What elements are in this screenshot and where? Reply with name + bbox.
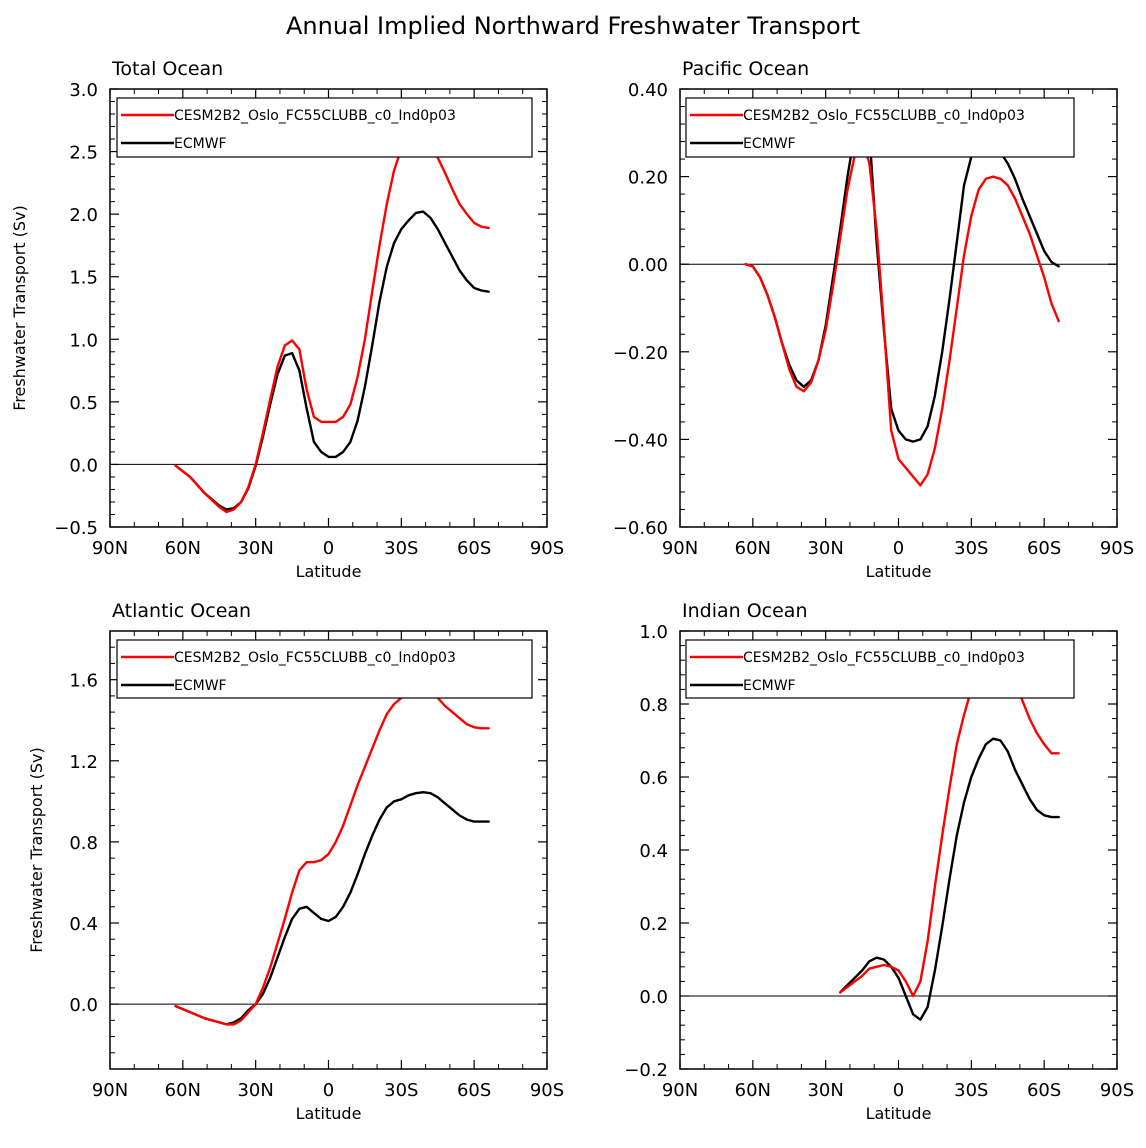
y-tick-label: 0.0 xyxy=(639,987,668,1008)
y-tick-label: 1.2 xyxy=(69,752,98,773)
y-tick-label: 0.2 xyxy=(639,914,668,935)
y-tick-label: −0.2 xyxy=(624,1060,668,1081)
x-tick-label: 90N xyxy=(662,1080,698,1101)
model-series-line xyxy=(744,138,1060,487)
legend: CESM2B2_Oslo_FC55CLUBB_c0_Ind0p03 ECMWF xyxy=(116,97,533,158)
x-tick-label: 60S xyxy=(457,538,491,559)
panel-title: Indian Ocean xyxy=(682,600,808,622)
legend: CESM2B2_Oslo_FC55CLUBB_c0_Ind0p03 ECMWF xyxy=(685,639,1075,699)
y-tick-label: 0.8 xyxy=(69,833,98,854)
y-tick-label: 0.0 xyxy=(69,995,98,1016)
model-series-line xyxy=(174,127,490,514)
y-tick-label: 0.4 xyxy=(69,914,98,935)
x-tick-label: 30S xyxy=(954,1080,988,1101)
y-tick-label: 1.0 xyxy=(69,330,98,351)
y-axis-label: Freshwater Transport (Sv) xyxy=(10,205,29,411)
y-tick-label: 0.5 xyxy=(69,393,98,414)
y-tick-label: 2.5 xyxy=(69,143,98,164)
y-tick-label: −0.20 xyxy=(613,343,668,364)
x-axis-label: Latitude xyxy=(866,562,932,581)
y-tick-label: 3.0 xyxy=(69,80,98,101)
model-series-line xyxy=(174,685,490,1026)
x-tick-label: 0 xyxy=(893,538,904,559)
x-tick-label: 90N xyxy=(92,538,128,559)
legend-box xyxy=(685,639,1075,699)
legend-label-model: CESM2B2_Oslo_FC55CLUBB_c0_Ind0p03 xyxy=(174,650,456,666)
x-tick-label: 60N xyxy=(165,1080,201,1101)
legend-label-obs: ECMWF xyxy=(743,678,796,694)
panel-title: Atlantic Ocean xyxy=(112,600,251,622)
x-tick-label: 90S xyxy=(530,538,564,559)
legend-box xyxy=(116,639,533,699)
y-tick-label: 2.0 xyxy=(69,205,98,226)
x-tick-label: 0 xyxy=(893,1080,904,1101)
x-tick-label: 30N xyxy=(237,538,273,559)
y-tick-label: 0.4 xyxy=(639,841,668,862)
y-tick-label: 0.40 xyxy=(628,80,668,101)
x-tick-label: 30N xyxy=(237,1080,273,1101)
x-tick-label: 30N xyxy=(807,1080,843,1101)
y-tick-label: −0.40 xyxy=(613,430,668,451)
y-tick-label: 0.20 xyxy=(628,168,668,189)
y-tick-label: −0.5 xyxy=(54,518,98,539)
y-tick-label: 0.00 xyxy=(628,255,668,276)
x-tick-label: 30S xyxy=(384,1080,418,1101)
y-tick-label: 1.6 xyxy=(69,671,98,692)
x-tick-label: 60N xyxy=(735,538,771,559)
x-tick-label: 90N xyxy=(92,1080,128,1101)
y-tick-label: 0.8 xyxy=(639,695,668,716)
x-tick-label: 90S xyxy=(530,1080,564,1101)
legend-label-obs: ECMWF xyxy=(743,136,796,152)
panel-title: Total Ocean xyxy=(111,58,223,80)
legend-box xyxy=(116,97,533,158)
legend-label-model: CESM2B2_Oslo_FC55CLUBB_c0_Ind0p03 xyxy=(174,108,456,124)
legend: CESM2B2_Oslo_FC55CLUBB_c0_Ind0p03 ECMWF xyxy=(116,639,533,699)
y-tick-label: 1.5 xyxy=(69,268,98,289)
legend-label-obs: ECMWF xyxy=(174,678,227,694)
x-tick-label: 60S xyxy=(1027,1080,1061,1101)
x-tick-label: 30S xyxy=(954,538,988,559)
x-tick-label: 30N xyxy=(807,538,843,559)
y-tick-label: 1.0 xyxy=(639,622,668,643)
x-tick-label: 60N xyxy=(735,1080,771,1101)
obs-series-line xyxy=(839,737,1060,1021)
legend: CESM2B2_Oslo_FC55CLUBB_c0_Ind0p03 ECMWF xyxy=(685,97,1075,158)
x-tick-label: 60N xyxy=(165,538,201,559)
x-tick-label: 60S xyxy=(1027,538,1061,559)
legend-label-model: CESM2B2_Oslo_FC55CLUBB_c0_Ind0p03 xyxy=(743,650,1025,666)
panel-4: Indian Ocean 90N 60N 30N 0 30S 60S 90S −0.2 0.0 0.… xyxy=(624,600,1134,1123)
x-tick-label: 90S xyxy=(1100,538,1134,559)
x-axis-label: Latitude xyxy=(866,1104,932,1123)
panel-2: Pacific Ocean 90N 60N 30N 0 30S 60S 90S −0.60 −0.… xyxy=(613,58,1134,581)
legend-label-model: CESM2B2_Oslo_FC55CLUBB_c0_Ind0p03 xyxy=(743,108,1025,124)
legend-box xyxy=(685,97,1075,158)
x-tick-label: 30S xyxy=(384,538,418,559)
x-tick-label: 0 xyxy=(323,1080,334,1101)
x-tick-label: 90N xyxy=(662,538,698,559)
y-tick-label: 0.6 xyxy=(639,768,668,789)
obs-series-line xyxy=(744,98,1060,443)
obs-series-line xyxy=(174,791,490,1026)
panel-title: Pacific Ocean xyxy=(682,58,809,80)
y-tick-label: 0.0 xyxy=(69,455,98,476)
panel-1: Total Ocean 90N 60N 30N 0 30S 60S 90S −0.5 0.0 0.5… xyxy=(10,58,564,581)
y-axis-label: Freshwater Transport (Sv) xyxy=(27,747,46,953)
figure-title: Annual Implied Northward Freshwater Tran… xyxy=(286,12,860,40)
x-axis-label: Latitude xyxy=(296,562,362,581)
panel-3: Atlantic Ocean 90N 60N 30N 0 30S 60S 90S 0.0 0.4 0… xyxy=(27,600,564,1123)
legend-label-obs: ECMWF xyxy=(174,136,227,152)
x-axis-label: Latitude xyxy=(296,1104,362,1123)
model-series-line xyxy=(839,655,1060,998)
y-tick-label: −0.60 xyxy=(613,518,668,539)
x-tick-label: 60S xyxy=(457,1080,491,1101)
x-tick-label: 90S xyxy=(1100,1080,1134,1101)
x-tick-label: 0 xyxy=(323,538,334,559)
